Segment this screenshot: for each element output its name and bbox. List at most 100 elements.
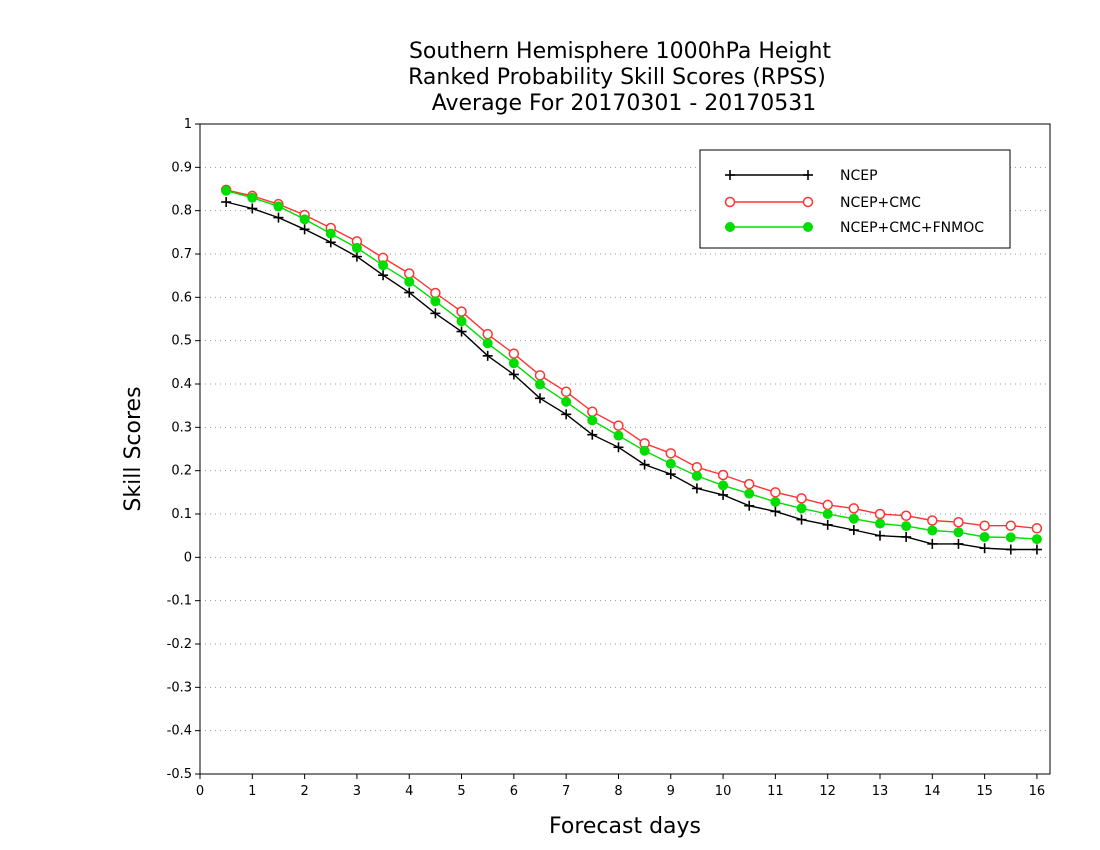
data-point [848, 513, 859, 524]
data-point [822, 509, 833, 519]
y-tick-label: -0.2 [167, 637, 192, 652]
chart-title-line-1: Southern Hemisphere 1000hPa Height [409, 39, 831, 64]
x-tick-label: 7 [562, 784, 570, 799]
data-point [587, 415, 598, 426]
series-layer [220, 184, 1043, 555]
data-point [665, 469, 676, 480]
legend-marker [803, 222, 813, 232]
data-point [874, 508, 886, 520]
legend: NCEP NCEP+CMC NCEP+CMC+FNMOC [699, 149, 1011, 249]
x-tick-label: 3 [353, 784, 361, 799]
y-tick-label: -0.3 [167, 680, 192, 695]
legend-marker [725, 170, 735, 180]
y-tick-label: -0.1 [167, 594, 192, 609]
data-point [508, 358, 519, 369]
x-tick-label: 4 [405, 784, 413, 799]
data-point [691, 470, 702, 481]
data-point [613, 420, 624, 431]
data-point [456, 316, 467, 327]
data-point [247, 203, 258, 214]
x-tick-label: 16 [1029, 784, 1046, 799]
data-point [979, 531, 990, 542]
y-tick-label: 0.6 [171, 290, 192, 305]
data-point [535, 379, 545, 390]
data-point [639, 459, 650, 470]
x-tick-label: 0 [196, 784, 204, 799]
plot-frame [199, 123, 1051, 775]
x-tick-label: 9 [667, 784, 675, 799]
data-point [404, 287, 415, 298]
y-tick-label: 0.1 [171, 507, 192, 522]
data-point [456, 306, 467, 317]
data-point [403, 268, 415, 279]
data-point [378, 270, 389, 281]
y-tick-label: 0.8 [171, 204, 192, 219]
data-point [613, 430, 624, 441]
legend-box [699, 149, 1011, 249]
data-point [875, 530, 885, 541]
chart-title-line-3: Average For 20170301 - 20170531 [432, 91, 817, 116]
series-0 [221, 197, 1042, 555]
data-point [796, 503, 807, 514]
data-point [979, 543, 990, 554]
x-tick-label: 13 [872, 784, 889, 799]
data-point [796, 493, 807, 504]
grid-lines [200, 166, 1050, 732]
legend-label: NCEP [840, 168, 878, 184]
y-tick-label: -0.5 [167, 767, 192, 782]
data-point [508, 348, 520, 359]
data-point [430, 308, 441, 319]
data-point [770, 506, 781, 517]
y-tick-label: 0.4 [171, 377, 192, 392]
data-point [221, 197, 232, 207]
legend-marker [802, 196, 814, 208]
data-point [953, 516, 964, 528]
data-point [1005, 544, 1016, 555]
data-point [744, 500, 755, 511]
data-point [273, 212, 284, 223]
legend-item: NCEP+CMC+FNMOC [725, 220, 984, 236]
data-point [875, 518, 885, 529]
y-tick-label: 0.7 [171, 247, 192, 262]
data-point [1031, 544, 1042, 555]
legend-marker [725, 222, 735, 232]
data-point [743, 478, 755, 490]
data-point [560, 386, 572, 398]
chart-title: Southern Hemisphere 1000hPa Height Ranke… [408, 39, 831, 116]
data-point [613, 442, 624, 453]
data-point [1005, 520, 1017, 531]
x-tick-label: 2 [300, 784, 308, 799]
y-tick-label: 0.3 [171, 420, 192, 435]
data-point [299, 214, 310, 225]
data-point [822, 519, 833, 530]
y-tick-label: 0.2 [171, 464, 192, 479]
legend-item: NCEP [725, 168, 878, 184]
data-point [927, 515, 938, 526]
data-point [717, 469, 729, 481]
y-tick-label: 0 [184, 550, 192, 565]
data-point [691, 461, 703, 473]
data-point [900, 510, 912, 521]
legend-marker [724, 196, 736, 208]
data-point [508, 369, 519, 380]
x-axis: 0 1 2 3 4 5 6 7 8 9 10 11 12 13 14 15 16 [196, 774, 1045, 799]
data-point [901, 531, 912, 542]
data-point [1005, 532, 1016, 543]
data-point [691, 483, 702, 494]
data-point [430, 296, 441, 307]
data-point [456, 326, 467, 337]
data-point [901, 521, 912, 532]
data-point [927, 525, 938, 536]
data-point [770, 487, 781, 498]
data-point [351, 251, 362, 262]
legend-label: NCEP+CMC+FNMOC [840, 220, 984, 236]
x-tick-label: 1 [248, 784, 256, 799]
data-point [561, 409, 572, 420]
data-point [325, 228, 336, 239]
data-point [325, 237, 336, 248]
data-point [848, 525, 859, 536]
data-point [848, 503, 860, 514]
data-point [587, 429, 598, 440]
legend-item: NCEP+CMC [724, 195, 921, 211]
